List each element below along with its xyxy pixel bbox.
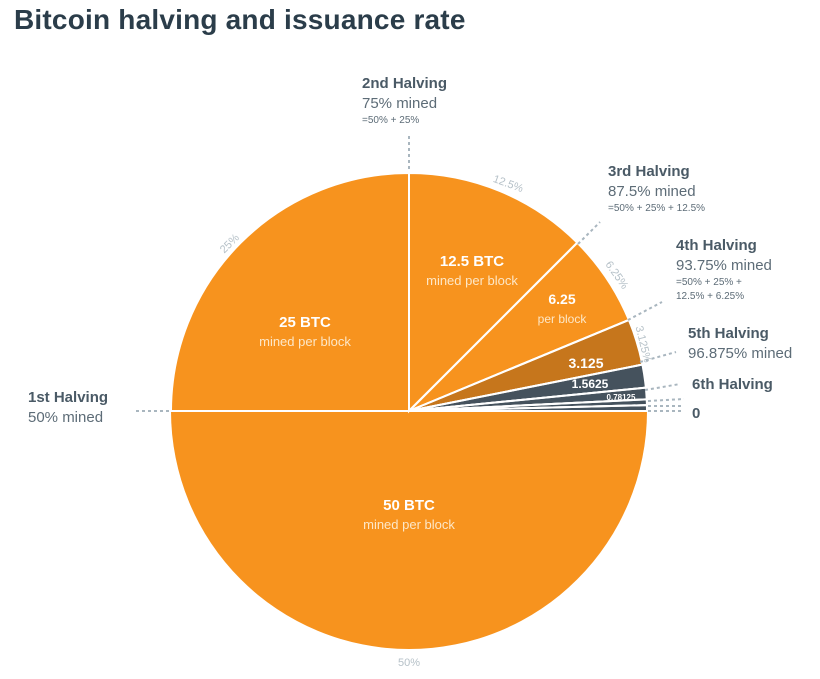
slice-sublabel: mined per block [363, 517, 455, 532]
leader-line [647, 398, 685, 402]
halving-mined: 75% mined [362, 95, 437, 112]
chart-title: Bitcoin halving and issuance rate [14, 4, 466, 35]
leader-line [627, 301, 663, 321]
slice-sublabel: per block [538, 312, 588, 326]
slice-separator [408, 386, 646, 412]
halving-mined: 87.5% mined [608, 183, 696, 200]
slice-separator [408, 363, 643, 412]
halving-title: 3rd Halving [608, 163, 690, 180]
slice-separator [408, 242, 578, 412]
slice-label: 6.25 [548, 291, 575, 307]
slice-label: 50 BTC [383, 497, 435, 514]
leader-line [639, 351, 677, 363]
slice-label: 0.78125 [607, 393, 636, 402]
halving-mined: 96.875% mined [688, 345, 792, 362]
halving-formula: =50% + 25% [362, 115, 419, 126]
halving-mined: 93.75% mined [676, 257, 772, 274]
halving-title: 5th Halving [688, 325, 769, 342]
leader-line [644, 383, 681, 391]
pie-slice [169, 171, 410, 412]
percent-label: 50% [398, 657, 420, 669]
slice-label: 3.125 [568, 355, 603, 371]
pie-slice [171, 411, 647, 649]
halving-title: 6th Halving [692, 376, 773, 393]
leader-line [577, 221, 601, 245]
slice-label: 1.5625 [572, 377, 609, 391]
halving-title: 4th Halving [676, 237, 757, 254]
slice-label: 12.5 BTC [440, 253, 504, 270]
slice-separator [408, 318, 630, 412]
halving-formula: =50% + 25% + [676, 277, 742, 288]
slice-sublabel: mined per block [426, 273, 518, 288]
pie-slice [408, 171, 579, 414]
halving-formula: =50% + 25% + 12.5% [608, 203, 705, 214]
slice-separator [408, 404, 647, 412]
halving-title: 0 [692, 405, 700, 422]
slice-sublabel: mined per block [259, 334, 351, 349]
slice-label: 25 BTC [279, 314, 331, 331]
halving-formula: 12.5% + 6.25% [676, 291, 744, 302]
halving-title: 2nd Halving [362, 75, 447, 92]
halving-mined: 50% mined [28, 409, 103, 426]
halving-title: 1st Halving [28, 389, 108, 406]
